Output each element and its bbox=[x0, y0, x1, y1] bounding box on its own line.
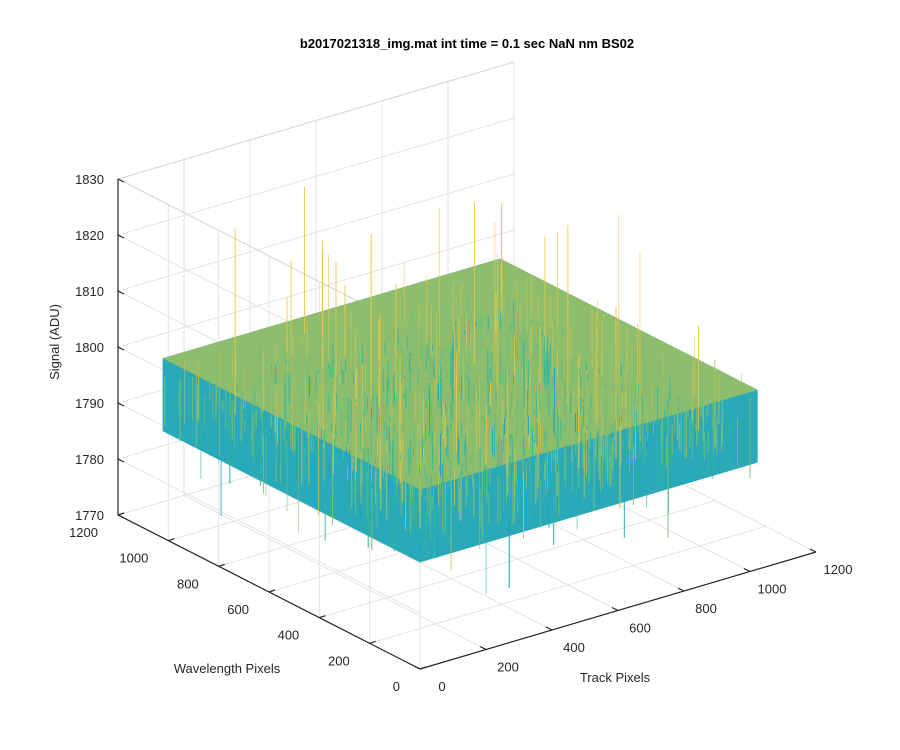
y-tick bbox=[369, 640, 376, 644]
y-tick-label: 1200 bbox=[69, 525, 98, 540]
grid-line bbox=[249, 140, 553, 631]
z-tick-label: 1830 bbox=[75, 172, 104, 187]
x-axis-label: Track Pixels bbox=[580, 670, 651, 685]
y-tick-label: 800 bbox=[177, 576, 199, 591]
y-tick-label: 400 bbox=[278, 628, 300, 643]
y-tick-label: 0 bbox=[393, 679, 400, 694]
z-tick-label: 1820 bbox=[75, 228, 104, 243]
y-tick bbox=[268, 589, 276, 593]
x-tick-label: 600 bbox=[629, 621, 651, 636]
x-tick-label: 800 bbox=[695, 601, 717, 616]
x-tick-label: 1000 bbox=[758, 582, 787, 597]
y-axis-label: Wavelength Pixels bbox=[174, 661, 281, 676]
grid-line bbox=[183, 159, 487, 650]
x-tick-label: 400 bbox=[563, 640, 585, 655]
surface-layer bbox=[162, 186, 758, 594]
z-tick bbox=[117, 458, 125, 463]
x-tick bbox=[809, 548, 817, 553]
z-tick-label: 1790 bbox=[75, 396, 104, 411]
tick-layer: 1770 1780 1790 1800 1810 1820 1830 0 200 400 600 80… bbox=[69, 172, 852, 694]
y-tick-label: 200 bbox=[328, 653, 350, 668]
y-tick-label: 600 bbox=[227, 602, 249, 617]
x-tick bbox=[413, 665, 421, 670]
x-tick-label: 1200 bbox=[824, 562, 853, 577]
z-tick-label: 1780 bbox=[75, 452, 104, 467]
x-tick bbox=[545, 626, 553, 631]
z-tick-label: 1770 bbox=[75, 508, 104, 523]
y-tick bbox=[218, 563, 225, 567]
x-tick bbox=[677, 587, 685, 592]
y-tick bbox=[168, 538, 175, 542]
y-tick-label: 1000 bbox=[119, 551, 148, 566]
x-tick-label: 200 bbox=[497, 660, 519, 675]
z-tick-label: 1810 bbox=[75, 284, 104, 299]
z-tick bbox=[117, 514, 125, 519]
z-tick bbox=[117, 290, 125, 295]
z-tick bbox=[117, 234, 125, 239]
z-tick bbox=[117, 178, 125, 183]
y-tick bbox=[419, 666, 427, 670]
x-tick bbox=[743, 567, 751, 573]
z-tick bbox=[117, 346, 125, 351]
x-tick-label: 0 bbox=[438, 679, 445, 694]
z-axis-label: Signal (ADU) bbox=[47, 304, 62, 380]
y-tick bbox=[319, 615, 326, 619]
z-tick bbox=[117, 402, 125, 407]
x-tick bbox=[611, 606, 619, 612]
chart-title: b2017021318_img.mat int time = 0.1 sec N… bbox=[300, 36, 634, 51]
z-tick-label: 1800 bbox=[75, 340, 104, 355]
x-tick bbox=[479, 645, 487, 651]
y-tick bbox=[117, 512, 125, 516]
